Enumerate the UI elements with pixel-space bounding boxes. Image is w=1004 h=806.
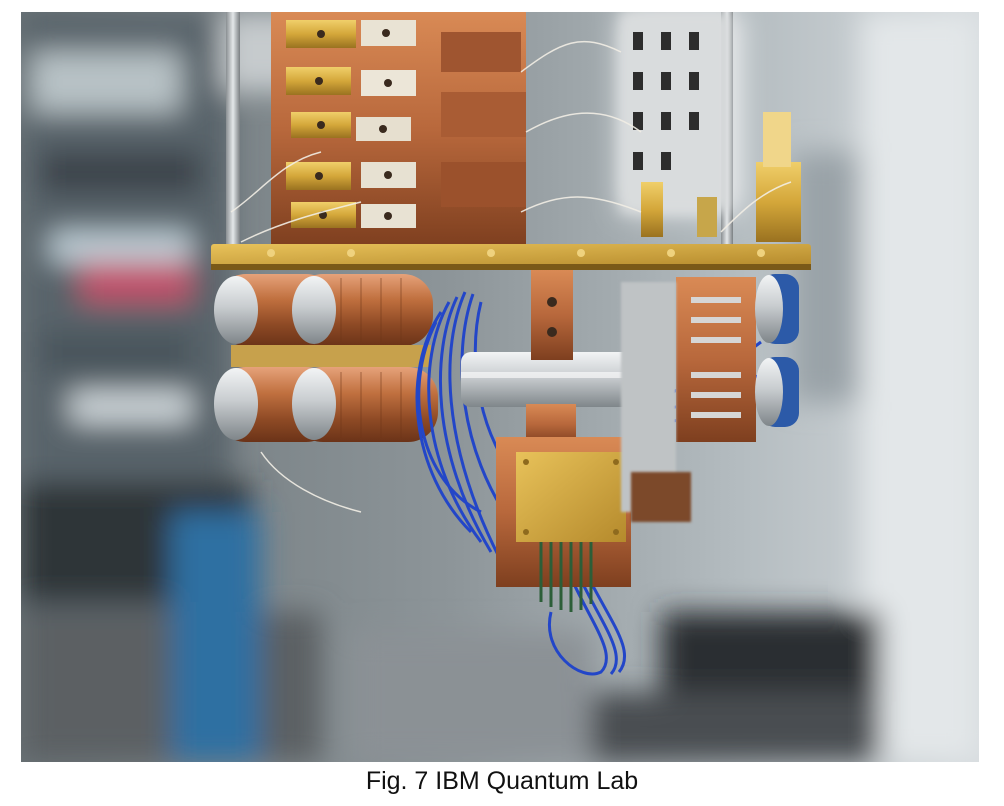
quantum-hardware-photo [21,12,979,762]
mixing-chamber-plate [211,244,811,270]
figure-caption: Fig. 7 IBM Quantum Lab [365,767,639,795]
upper-connector-stack [271,12,526,247]
blurred-lab-background [21,12,979,762]
upper-right-assembly [621,12,801,242]
right-connector-bracket [621,274,799,522]
sample-holder [496,270,631,612]
thin-wires [230,40,792,513]
support-rod [226,12,240,257]
figure-photo [21,12,979,762]
copper-coils [214,274,438,442]
silver-ring [461,352,646,407]
